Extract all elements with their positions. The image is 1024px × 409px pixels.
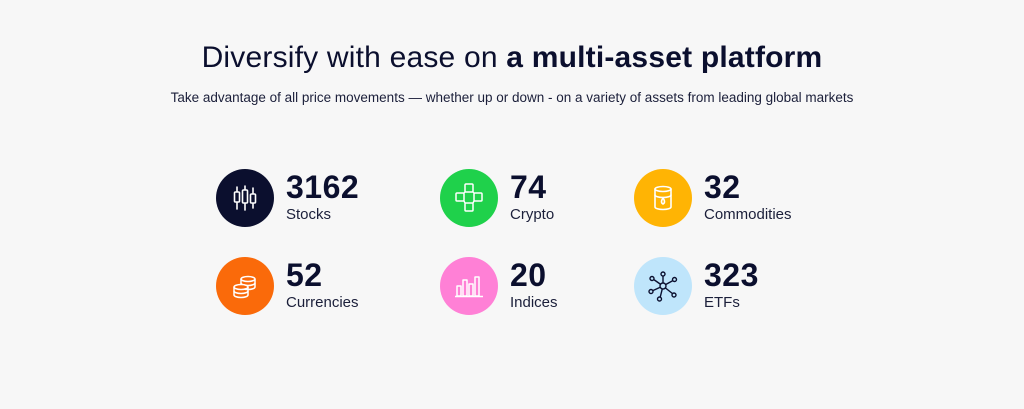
stat-text: 74 Crypto xyxy=(510,171,554,225)
stat-count: 32 xyxy=(704,169,741,205)
stat-text: 3162 Stocks xyxy=(286,171,359,225)
stat-count: 3162 xyxy=(286,169,360,205)
stat-etfs: 323 ETFs xyxy=(634,256,759,316)
candlestick-icon xyxy=(216,169,274,227)
stat-currencies: 52 Currencies xyxy=(216,256,359,316)
blockchain-icon xyxy=(440,169,498,227)
stat-text: 32 Commodities xyxy=(704,171,792,225)
coin-stack-icon xyxy=(216,257,274,315)
stat-stocks: 3162 Stocks xyxy=(216,168,359,228)
stat-crypto: 74 Crypto xyxy=(440,168,554,228)
stat-text: 323 ETFs xyxy=(704,259,759,313)
stat-count: 74 xyxy=(510,169,547,205)
stat-label: ETFs xyxy=(704,294,740,311)
stat-count: 323 xyxy=(704,257,759,293)
title-regular: Diversify with ease on xyxy=(201,41,507,74)
stat-label: Stocks xyxy=(286,206,332,223)
asset-stats-grid: 3162 Stocks 74 Crypto xyxy=(216,168,836,318)
page-subtitle: Take advantage of all price movements — … xyxy=(170,90,854,105)
stat-text: 20 Indices xyxy=(510,259,558,313)
title-bold: a multi-asset platform xyxy=(506,41,823,74)
stat-count: 20 xyxy=(510,257,547,293)
stat-text: 52 Currencies xyxy=(286,259,359,313)
bar-chart-icon xyxy=(440,257,498,315)
page-title: Diversify with ease on a multi-asset pla… xyxy=(0,38,1024,78)
stat-commodities: 32 Commodities xyxy=(634,168,792,228)
stat-indices: 20 Indices xyxy=(440,256,558,316)
stat-label: Currencies xyxy=(286,294,359,311)
stat-label: Indices xyxy=(510,294,558,311)
stat-label: Commodities xyxy=(704,206,792,223)
stat-label: Crypto xyxy=(510,206,555,223)
network-icon xyxy=(634,257,692,315)
oil-barrel-icon xyxy=(634,169,692,227)
stat-count: 52 xyxy=(286,257,323,293)
